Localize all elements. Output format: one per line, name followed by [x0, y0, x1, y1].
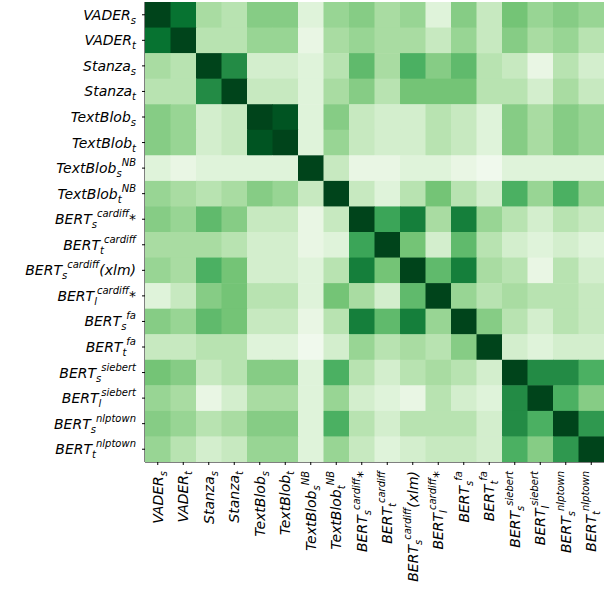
- svg-text:BERTtnlptown: BERTtnlptown: [580, 471, 598, 552]
- svg-text:BERTscardiff(xlm): BERTscardiff(xlm): [25, 259, 136, 281]
- svg-text:BERTssiebert: BERTssiebert: [504, 470, 526, 548]
- svg-text:BERTtfa: BERTtfa: [86, 336, 136, 358]
- svg-text:BERTlsiebert: BERTlsiebert: [62, 387, 137, 409]
- svg-text:TextBlobsNB: TextBlobsNB: [300, 471, 322, 551]
- svg-text:VADERs: VADERs: [150, 471, 169, 524]
- svg-text:Stanzat: Stanzat: [226, 470, 245, 523]
- svg-text:BERTlcardiff*: BERTlcardiff*: [427, 471, 449, 550]
- svg-text:TextBlobtNB: TextBlobtNB: [325, 471, 347, 550]
- svg-text:BERTscardiff*: BERTscardiff*: [351, 471, 373, 552]
- svg-text:TextBlobsNB: TextBlobsNB: [56, 157, 136, 179]
- svg-text:BERTtcardiff: BERTtcardiff: [376, 469, 398, 544]
- svg-text:VADERt: VADERt: [175, 470, 194, 523]
- svg-text:BERTlsiebert: BERTlsiebert: [529, 470, 551, 545]
- svg-text:TextBlobtNB: TextBlobtNB: [58, 183, 137, 205]
- svg-text:TextBlobt: TextBlobt: [72, 135, 137, 154]
- svg-text:BERTscardiff(xlm): BERTscardiff(xlm): [402, 471, 424, 582]
- svg-text:VADERs: VADERs: [83, 7, 136, 26]
- svg-text:VADERt: VADERt: [85, 32, 138, 51]
- svg-text:BERTsfa: BERTsfa: [453, 471, 475, 523]
- svg-text:TextBlobt: TextBlobt: [277, 470, 296, 535]
- svg-text:TextBlobs: TextBlobs: [252, 471, 271, 536]
- svg-text:BERTlcardiff*: BERTlcardiff*: [57, 285, 136, 307]
- svg-text:BERTsfa: BERTsfa: [84, 310, 136, 332]
- svg-text:Stanzas: Stanzas: [201, 471, 220, 524]
- svg-text:Stanzat: Stanzat: [84, 83, 137, 102]
- svg-text:BERTsnlptown: BERTsnlptown: [555, 471, 577, 553]
- svg-text:BERTssiebert: BERTssiebert: [59, 362, 137, 384]
- svg-text:BERTtfa: BERTtfa: [478, 471, 500, 521]
- svg-text:TextBlobs: TextBlobs: [71, 109, 136, 128]
- svg-text:BERTtcardiff: BERTtcardiff: [63, 234, 138, 256]
- svg-text:BERTscardiff*: BERTscardiff*: [55, 208, 136, 230]
- svg-text:BERTtnlptown: BERTtnlptown: [55, 438, 136, 460]
- svg-text:BERTsnlptown: BERTsnlptown: [54, 413, 136, 435]
- svg-text:Stanzas: Stanzas: [83, 58, 136, 77]
